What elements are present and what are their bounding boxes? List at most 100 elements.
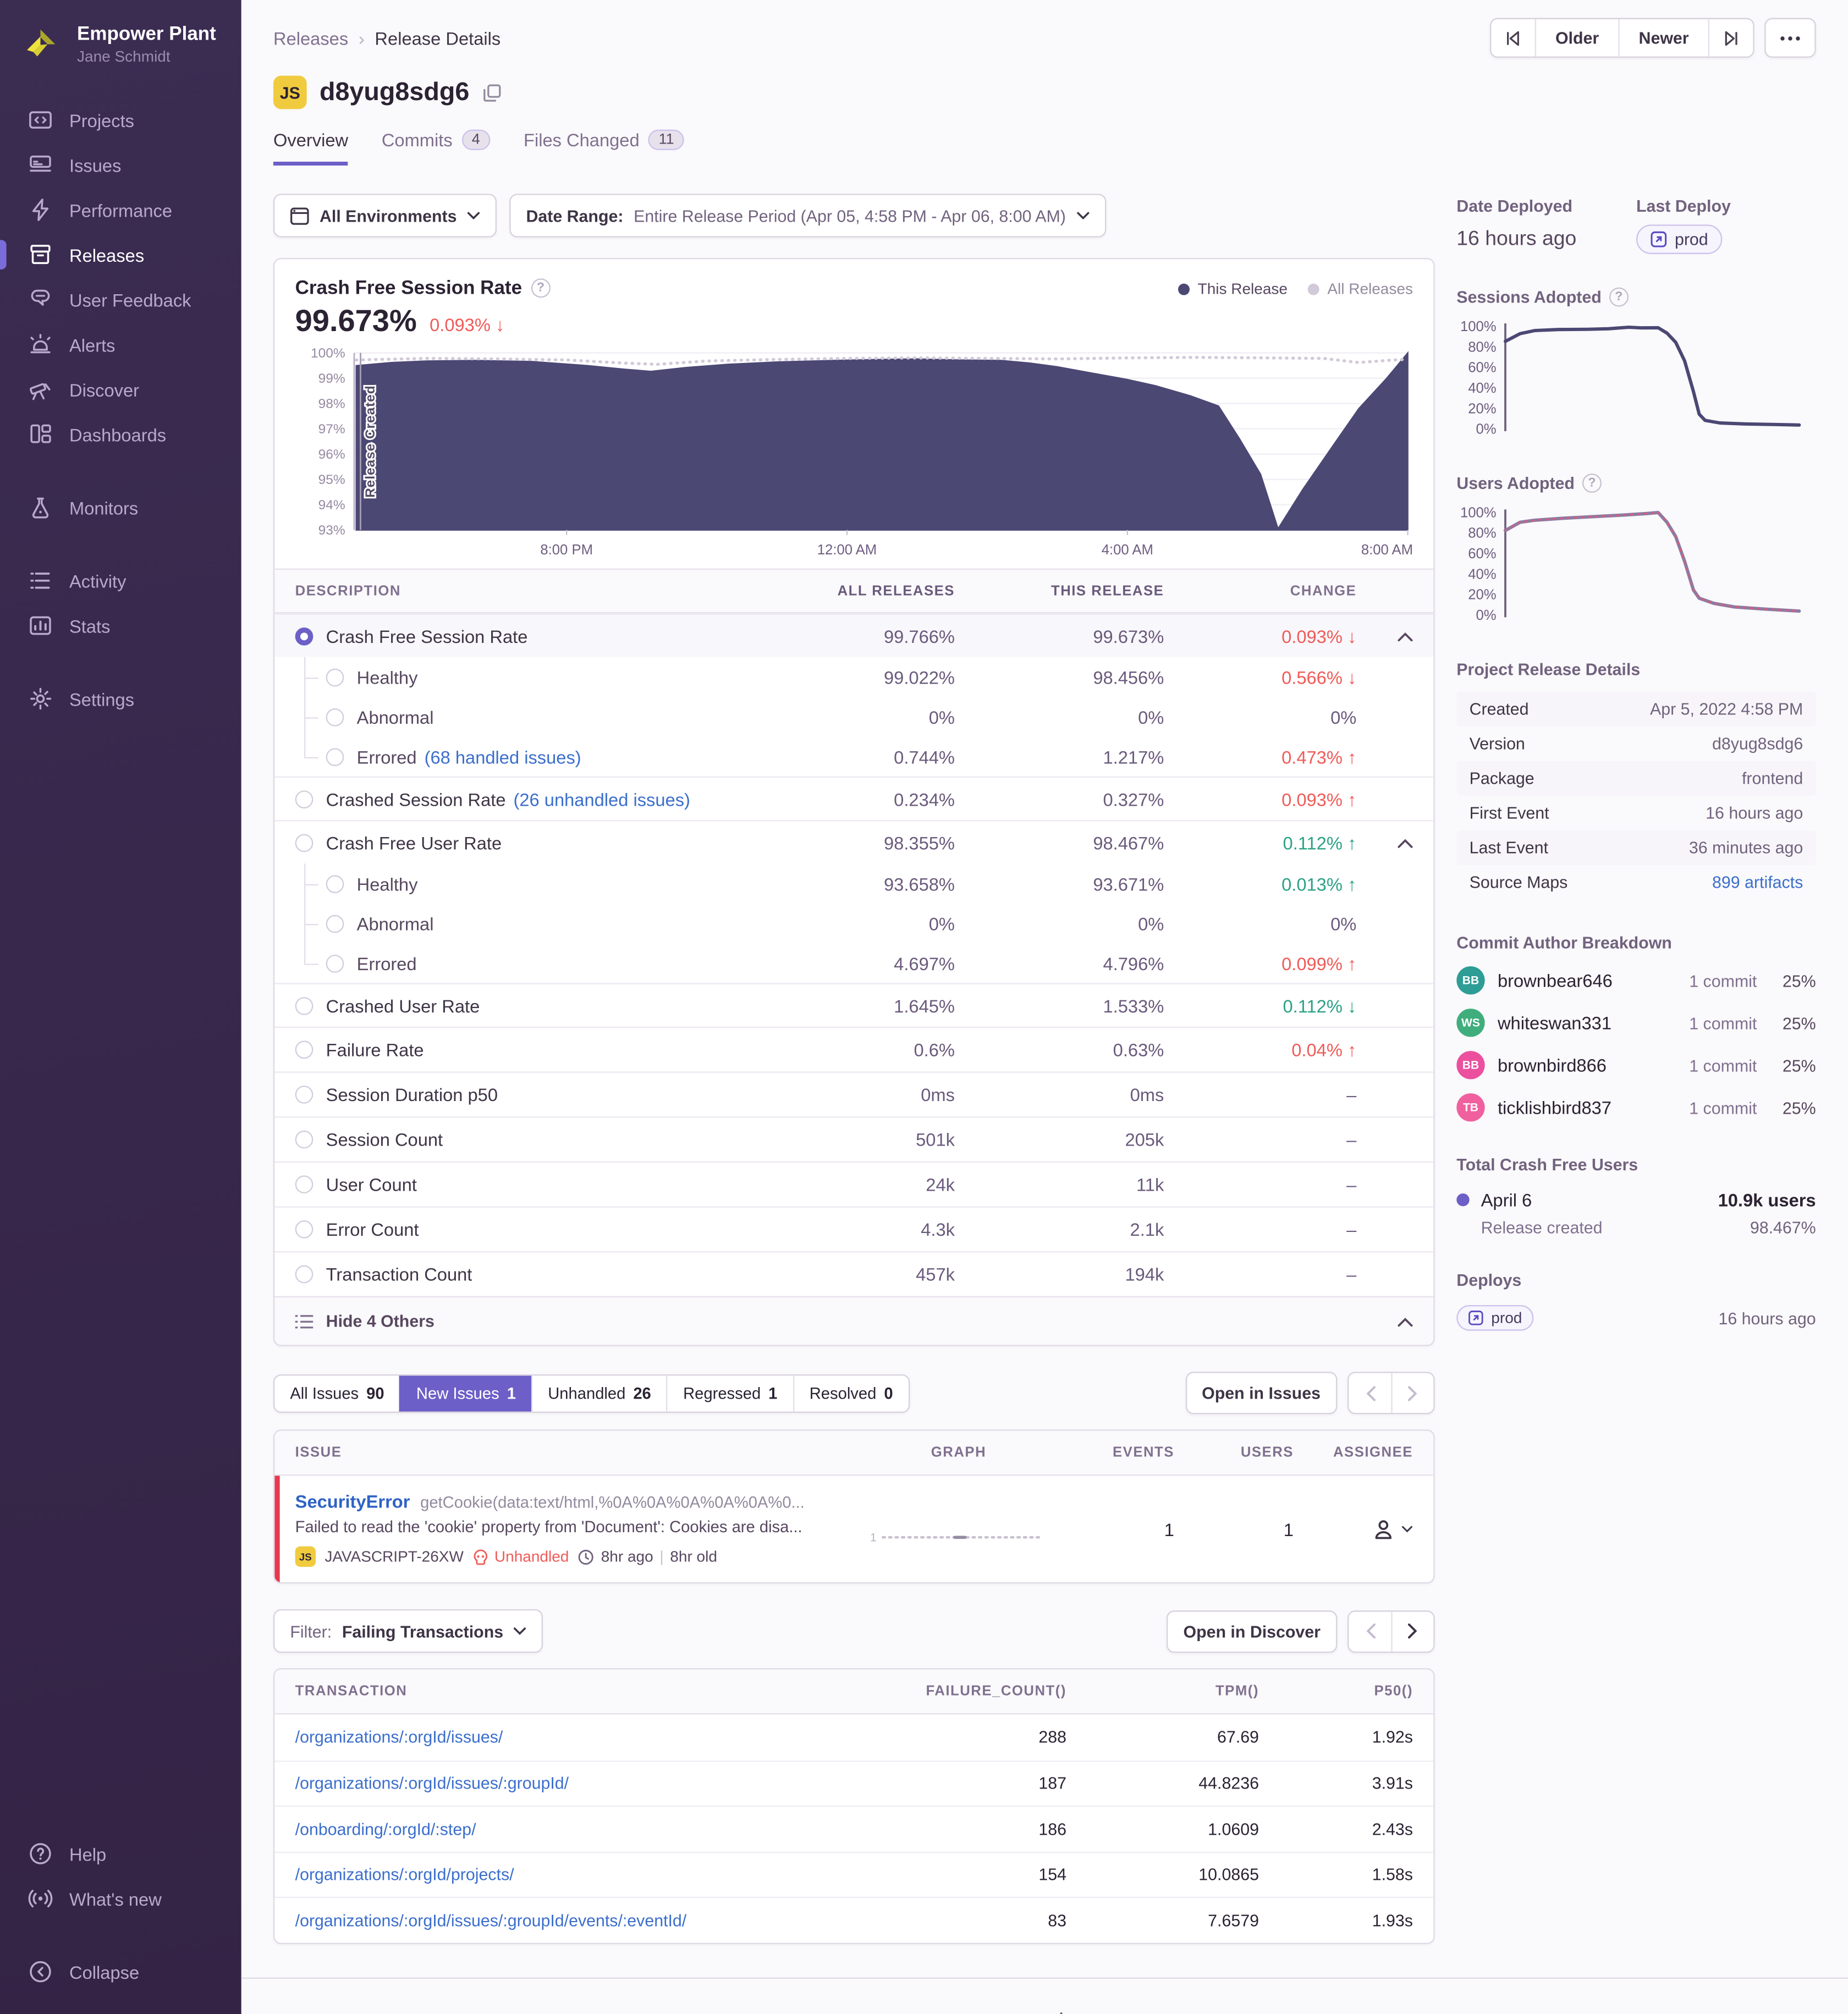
issues-tab-resolved[interactable]: Resolved 0 — [793, 1375, 908, 1411]
sidebar-item-releases[interactable]: Releases — [0, 232, 241, 277]
crash-free-session-chart[interactable]: 100% 99% 98% 97% 96% 95% 94% 93% Release Created… — [295, 343, 1413, 563]
sidebar-item-discover[interactable]: Discover — [0, 367, 241, 412]
sidebar-item-settings[interactable]: Settings — [0, 676, 241, 722]
sidebar-item-monitors[interactable]: Monitors — [0, 485, 241, 530]
metric-row[interactable]: Transaction Count 457k 194k – — [274, 1251, 1434, 1296]
transaction-link[interactable]: /organizations/:orgId/issues/:groupId/ — [295, 1774, 569, 1793]
metric-issues-link[interactable]: (26 unhandled issues) — [513, 788, 690, 810]
metric-radio[interactable] — [295, 996, 314, 1015]
metric-radio[interactable] — [326, 914, 344, 933]
transaction-link[interactable]: /organizations/:orgId/issues/ — [295, 1727, 503, 1747]
metric-row[interactable]: User Count 24k 11k – — [274, 1161, 1434, 1207]
sidebar-item-help[interactable]: Help — [0, 1831, 241, 1877]
transaction-filter[interactable]: Filter: Failing Transactions — [273, 1609, 543, 1653]
transaction-row[interactable]: /onboarding/:orgId/:step/186 1.0609 2.43s — [274, 1805, 1434, 1851]
sidebar-item-stats[interactable]: Stats — [0, 603, 241, 648]
help-icon[interactable]: ? — [1609, 287, 1629, 307]
skip-to-last-button[interactable] — [1708, 19, 1753, 57]
issues-next-button[interactable] — [1391, 1373, 1433, 1413]
metric-radio[interactable] — [326, 747, 344, 766]
help-icon[interactable]: ? — [1582, 473, 1602, 493]
issues-tab-unhandled[interactable]: Unhandled 26 — [531, 1375, 667, 1411]
issues-prev-button[interactable] — [1349, 1373, 1391, 1413]
hide-others-toggle[interactable]: Hide 4 Others — [274, 1296, 1434, 1345]
metric-row[interactable]: Crash Free Session Rate 99.766% 99.673% 0.0… — [274, 613, 1434, 657]
metric-radio[interactable] — [295, 1220, 314, 1239]
help-icon[interactable]: ? — [531, 278, 551, 298]
metric-radio[interactable] — [295, 1265, 314, 1284]
metric-radio[interactable] — [295, 1175, 314, 1193]
metric-radio[interactable] — [295, 1130, 314, 1149]
issue-title-link[interactable]: SecurityError — [295, 1491, 410, 1512]
sidebar-item-dashboards[interactable]: Dashboards — [0, 412, 241, 457]
metric-row[interactable]: Session Duration p50 0ms 0ms – — [274, 1071, 1434, 1116]
breadcrumb-releases[interactable]: Releases — [273, 28, 349, 49]
environment-filter[interactable]: All Environments — [273, 194, 497, 238]
metric-row[interactable]: Crash Free User Rate 98.355% 98.467% 0.112%… — [274, 819, 1434, 864]
sidebar-item-issues[interactable]: Issues — [0, 142, 241, 188]
issues-tab-new-issues[interactable]: New Issues 1 — [399, 1375, 531, 1411]
issue-assignee-selector[interactable] — [1294, 1516, 1413, 1542]
metric-radio[interactable] — [295, 1041, 314, 1059]
metric-row[interactable]: Errored (68 handled issues) 0.744% 1.217% 0.… — [274, 736, 1434, 777]
transaction-row[interactable]: /organizations/:orgId/projects/154 10.086… — [274, 1851, 1434, 1897]
sidebar-item-whats-new[interactable]: What's new — [0, 1876, 241, 1921]
legend-item[interactable]: All Releases — [1308, 280, 1413, 298]
transaction-link[interactable]: /onboarding/:orgId/:step/ — [295, 1819, 476, 1839]
tab-files-changed[interactable]: Files Changed 11 — [524, 129, 685, 166]
metric-row[interactable]: Crashed Session Rate (26 unhandled issues… — [274, 776, 1434, 820]
prod-deploy-pill[interactable]: prod — [1636, 224, 1723, 254]
metric-row[interactable]: Crashed User Rate 1.645% 1.533% 0.112% ↓ — [274, 983, 1434, 1027]
legend-item[interactable]: This Release — [1178, 280, 1288, 298]
metric-radio[interactable] — [326, 954, 344, 972]
transaction-link[interactable]: /organizations/:orgId/projects/ — [295, 1864, 514, 1884]
older-button[interactable]: Older — [1535, 19, 1619, 57]
skip-to-first-button[interactable] — [1491, 19, 1535, 57]
org-header[interactable]: Empower Plant Jane Schmidt — [0, 0, 241, 80]
metric-row[interactable]: Healthy 93.658% 93.671% 0.013% ↑ — [274, 863, 1434, 904]
metric-radio[interactable] — [326, 874, 344, 893]
transactions-prev-button[interactable] — [1349, 1611, 1391, 1650]
transaction-row[interactable]: /organizations/:orgId/issues/:groupId/18… — [274, 1760, 1434, 1806]
metric-radio[interactable] — [326, 668, 344, 686]
more-actions-button[interactable] — [1766, 19, 1815, 57]
sidebar-item-alerts[interactable]: Alerts — [0, 322, 241, 367]
source-maps-link[interactable]: 899 artifacts — [1712, 872, 1803, 892]
issues-tab-regressed[interactable]: Regressed 1 — [666, 1375, 793, 1411]
sidebar-item-activity[interactable]: Activity — [0, 558, 241, 603]
metric-row[interactable]: Errored 4.697% 4.796% 0.099% ↑ — [274, 943, 1434, 983]
transaction-row[interactable]: /organizations/:orgId/issues/:groupId/ev… — [274, 1896, 1434, 1943]
metric-row[interactable]: Healthy 99.022% 98.456% 0.566% ↓ — [274, 657, 1434, 697]
metric-row[interactable]: Session Count 501k 205k – — [274, 1116, 1434, 1162]
transactions-next-button[interactable] — [1391, 1611, 1433, 1651]
tab-commits[interactable]: Commits 4 — [382, 129, 491, 166]
sidebar-item-collapse[interactable]: Collapse — [0, 1949, 241, 1994]
collapse-chevron-icon[interactable] — [1356, 837, 1413, 848]
tab-overview[interactable]: Overview — [273, 130, 349, 166]
metric-radio[interactable] — [295, 626, 314, 645]
metric-row[interactable]: Abnormal 0% 0% 0% — [274, 903, 1434, 943]
sidebar-item-performance[interactable]: Performance — [0, 188, 241, 233]
issues-tab-all-issues[interactable]: All Issues 90 — [274, 1375, 399, 1411]
newer-button[interactable]: Newer — [1618, 19, 1708, 57]
metric-row[interactable]: Abnormal 0% 0% 0% — [274, 696, 1434, 737]
open-in-discover-button[interactable]: Open in Discover — [1167, 1610, 1338, 1653]
prod-deploy-pill[interactable]: prod — [1456, 1305, 1534, 1331]
metric-radio[interactable] — [295, 790, 314, 808]
collapse-chevron-icon[interactable] — [1356, 631, 1413, 641]
copy-icon[interactable] — [482, 82, 502, 102]
open-in-issues-button[interactable]: Open in Issues — [1185, 1372, 1338, 1415]
sidebar-item-user-feedback[interactable]: User Feedback — [0, 277, 241, 322]
crash-free-users-title: Total Crash Free Users — [1456, 1154, 1638, 1174]
issue-row[interactable]: SecurityError getCookie(data:text/html,%… — [274, 1476, 1433, 1582]
metric-row[interactable]: Error Count 4.3k 2.1k – — [274, 1206, 1434, 1251]
metric-radio[interactable] — [295, 1085, 314, 1104]
transaction-row[interactable]: /organizations/:orgId/issues/288 67.69 1.9… — [274, 1714, 1433, 1760]
date-range-filter[interactable]: Date Range: Entire Release Period (Apr 0… — [509, 194, 1106, 238]
transaction-link[interactable]: /organizations/:orgId/issues/:groupId/ev… — [295, 1910, 687, 1930]
metric-issues-link[interactable]: (68 handled issues) — [424, 746, 581, 767]
metric-radio[interactable] — [326, 707, 344, 726]
sidebar-item-projects[interactable]: Projects — [0, 97, 241, 142]
metric-radio[interactable] — [295, 833, 314, 852]
metric-row[interactable]: Failure Rate 0.6% 0.63% 0.04% ↑ — [274, 1026, 1434, 1072]
